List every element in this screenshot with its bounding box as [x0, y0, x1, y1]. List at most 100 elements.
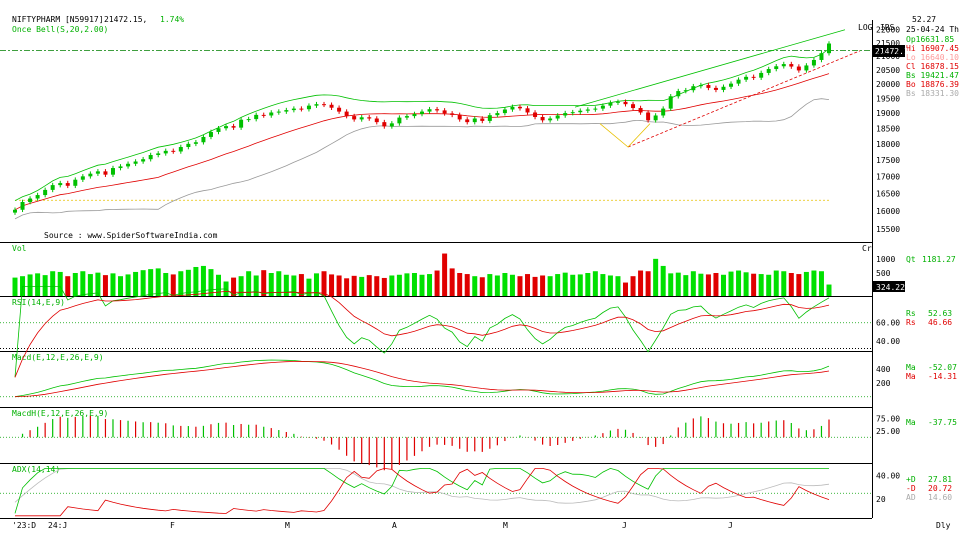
candle-body — [291, 108, 296, 111]
volume-bar — [283, 274, 289, 296]
log-toggle[interactable]: LOG — [858, 23, 873, 32]
volume-bar — [464, 274, 470, 296]
volume-bar — [238, 276, 244, 296]
candle-body — [631, 104, 636, 109]
candle-body — [751, 76, 756, 78]
volume-bar — [615, 276, 621, 296]
candle-body — [126, 163, 131, 167]
volume-bar — [751, 273, 757, 296]
candle-body — [789, 64, 794, 67]
macdh-tick: 25.00 — [876, 427, 900, 436]
candle-body — [276, 111, 281, 113]
readout-key: -D — [906, 484, 916, 493]
volume-bar — [216, 274, 221, 296]
adx-label: ADX(14,14) — [12, 465, 60, 474]
volume-bar — [517, 276, 523, 296]
price-tick: 16000 — [876, 207, 900, 216]
volume-bar — [42, 275, 48, 296]
candle-body — [457, 114, 462, 120]
candle-body — [472, 118, 477, 123]
candle-body — [299, 108, 304, 110]
volume-bar — [133, 271, 139, 296]
candle-body — [525, 108, 530, 113]
candle-body — [163, 150, 168, 154]
volume-bar — [758, 274, 764, 296]
candle-body — [781, 64, 786, 67]
candle-body — [246, 119, 251, 121]
volume-bar — [163, 273, 169, 296]
candle-body — [706, 85, 711, 88]
price-tick: 15500 — [876, 225, 900, 234]
candle-body — [201, 136, 206, 143]
volume-bar — [246, 271, 252, 296]
x-tick: '23:D — [12, 521, 36, 530]
candle-body — [548, 118, 553, 121]
candle-body — [43, 189, 48, 196]
volume-bar — [494, 275, 500, 296]
volume-bar — [547, 276, 553, 296]
candle-body — [110, 168, 115, 175]
volume-bar — [472, 276, 478, 296]
volume-bar — [253, 275, 259, 296]
readout-value: 46.66 — [928, 318, 952, 327]
candle-body — [533, 112, 538, 117]
candle-body — [397, 117, 402, 124]
ohlc-high: Hi 16907.45 — [906, 44, 959, 53]
volume-bar — [525, 274, 531, 296]
x-tick: M — [285, 521, 290, 530]
volume-bar — [35, 273, 41, 296]
volume-bar — [803, 271, 809, 296]
readout-key: Rs — [906, 318, 916, 327]
candle-body — [208, 131, 213, 137]
volume-value-label: Qt — [906, 255, 916, 264]
candle-body — [261, 114, 266, 116]
volume-bar — [773, 270, 779, 296]
readout-key: +D — [906, 475, 916, 484]
rsi-tick: 60.00 — [876, 319, 900, 328]
volume-bar — [50, 271, 56, 296]
x-tick: F — [170, 521, 175, 530]
candle-body — [88, 173, 93, 177]
candle-body — [382, 122, 387, 127]
macd-line — [14, 359, 830, 398]
price-tick: 16500 — [876, 189, 900, 198]
volume-bar — [660, 265, 666, 296]
volume-bar — [298, 274, 304, 296]
price-tick: 19500 — [876, 94, 900, 103]
candle-body — [412, 113, 417, 117]
candle-body — [344, 111, 349, 117]
candle-body — [193, 142, 198, 144]
indicator-label: Once Bell(S,20,2.00) — [12, 25, 108, 34]
volume-bar — [811, 270, 817, 296]
readout-value: -14.31 — [928, 372, 957, 381]
volume-bar — [577, 274, 583, 296]
candle-body — [80, 176, 85, 180]
candle-body — [450, 113, 455, 115]
readout-key: Ma — [906, 418, 916, 427]
volume-tag-bg — [873, 281, 905, 292]
candle-body — [50, 185, 55, 190]
symbol-label: NIFTYPHARM [N59917] — [12, 15, 104, 24]
x-tick: J — [622, 521, 627, 530]
volume-bar — [313, 273, 319, 296]
volume-bar — [261, 270, 267, 296]
volume-bar — [818, 271, 824, 296]
candle-body — [427, 109, 432, 112]
x-tick: M — [503, 521, 508, 530]
volume-bar — [555, 274, 561, 296]
volume-bar — [419, 274, 425, 296]
candle-body — [329, 104, 334, 108]
volume-bar — [359, 276, 365, 296]
candle-body — [638, 108, 643, 113]
volume-bar — [193, 266, 199, 296]
candle-body — [811, 59, 816, 66]
candle-body — [35, 195, 40, 199]
volume-bar — [57, 271, 63, 296]
source-label: Source : www.SpiderSoftwareIndia.com — [44, 231, 218, 240]
volume-bar — [396, 274, 402, 296]
candle-body — [367, 117, 372, 119]
candle-body — [352, 116, 357, 120]
candle-body — [827, 43, 831, 54]
candle-body — [517, 106, 522, 109]
volume-tick-1000: 1000 — [876, 255, 895, 264]
